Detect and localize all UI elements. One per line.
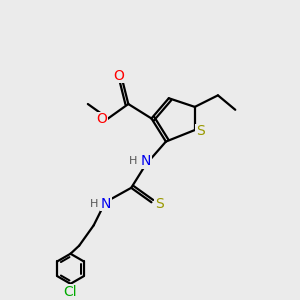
Text: S: S bbox=[155, 197, 164, 211]
Text: Cl: Cl bbox=[64, 285, 77, 299]
Text: H: H bbox=[89, 199, 98, 209]
Text: N: N bbox=[141, 154, 152, 168]
Text: N: N bbox=[100, 197, 111, 211]
Text: S: S bbox=[196, 124, 204, 139]
Text: H: H bbox=[129, 156, 138, 166]
Text: O: O bbox=[114, 69, 124, 83]
Text: O: O bbox=[96, 112, 107, 126]
